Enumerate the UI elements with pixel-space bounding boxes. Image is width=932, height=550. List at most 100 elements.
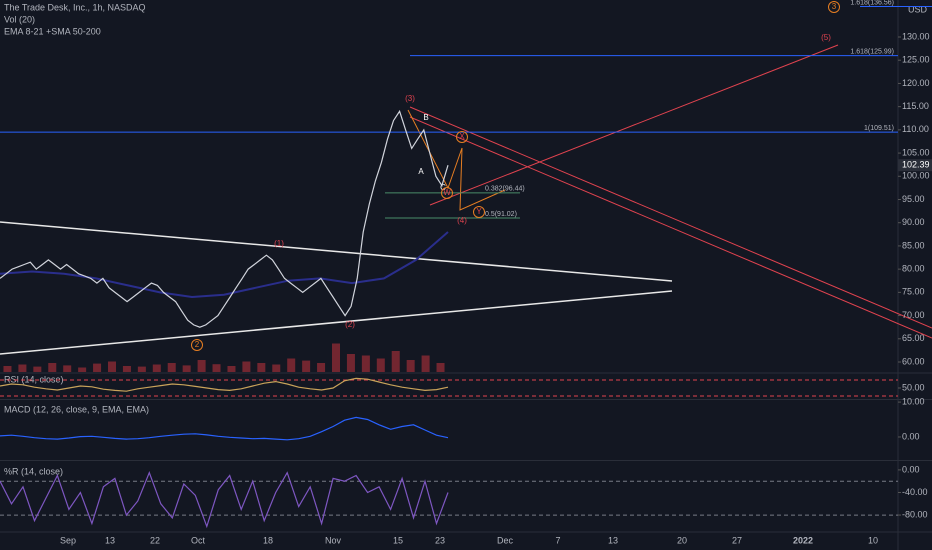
volume-bar (18, 364, 27, 372)
channel-line (409, 116, 932, 339)
fib-label: 1(109.51) (864, 125, 894, 132)
y-tick-label: 110.00 (902, 124, 929, 134)
wave-path (407, 109, 506, 211)
price-line (0, 471, 449, 529)
x-tick-label: Oct (191, 535, 206, 545)
wave-label: (1) (274, 239, 284, 248)
currency: USD (908, 4, 928, 14)
y-tick-label: 125.00 (902, 55, 930, 65)
volume-bar (63, 365, 72, 372)
y-tick-label: 75.00 (902, 287, 925, 297)
y-tick-label: 120.00 (902, 78, 930, 88)
volume-bar (317, 363, 326, 372)
volume-bar (108, 361, 116, 372)
x-tick-label: Nov (325, 535, 342, 545)
wave-label: 2 (195, 340, 200, 349)
subtitle: Vol (20) (4, 14, 35, 24)
wave-label: W (443, 188, 451, 197)
y-tick-label: 0.00 (902, 464, 920, 474)
y-tick-label: 60.00 (902, 356, 925, 366)
price-line (0, 377, 449, 392)
x-tick-label: 18 (263, 535, 273, 545)
wave-label: (4) (457, 216, 467, 225)
fib-label: 0.382(96.44) (485, 186, 525, 193)
trendline (0, 221, 673, 282)
subtitle: EMA 8-21 +SMA 50-200 (4, 26, 101, 36)
volume-bar (272, 364, 281, 372)
volume-bar (182, 365, 191, 372)
volume-bar (376, 358, 385, 372)
volume-bar (137, 366, 146, 372)
volume-bar (391, 351, 400, 372)
volume-bar (197, 360, 206, 372)
volume-bar (346, 354, 355, 372)
volume-bar (406, 360, 415, 372)
fib-label: 1.618(125.99) (850, 48, 894, 55)
wave-label: X (459, 132, 465, 141)
panel-title: MACD (12, 26, close, 9, EMA, EMA) (4, 404, 149, 414)
y-tick-label: 95.00 (902, 194, 925, 204)
y-tick-label: 105.00 (902, 147, 930, 157)
y-tick-label: -80.00 (902, 509, 928, 519)
volume-bar (33, 366, 42, 372)
y-tick-label: 65.00 (902, 333, 925, 343)
wave-circle (456, 131, 468, 143)
panel-title: RSI (14, close) (4, 374, 64, 384)
y-tick-label: 80.00 (902, 264, 925, 274)
volume-bar (242, 361, 251, 372)
x-tick-label: 10 (868, 535, 878, 545)
wave-circle (191, 339, 203, 351)
y-tick-label: -40.00 (902, 487, 928, 497)
wave-circle (441, 187, 453, 199)
volume-bar (212, 364, 221, 372)
wave-label: Y (476, 207, 482, 216)
x-tick-label: Dec (497, 535, 514, 545)
panel-title: %R (14, close) (4, 466, 63, 476)
x-tick-label: 13 (105, 535, 115, 545)
x-tick-label: 23 (435, 535, 445, 545)
y-tick-label: 0.00 (902, 431, 920, 441)
x-tick-label: 15 (393, 535, 403, 545)
x-tick-label: Sep (60, 535, 76, 545)
volume-bar (167, 363, 176, 372)
volume-bar (152, 364, 161, 372)
y-tick-label: 50.00 (902, 382, 925, 392)
last-price: 102.39 (902, 160, 930, 170)
wave-label: (3) (405, 94, 415, 103)
y-tick-label: 100.00 (902, 171, 930, 181)
price-line (0, 416, 449, 441)
volume-bar (361, 355, 370, 372)
channel-line (409, 106, 932, 329)
y-tick-label: 130.00 (902, 31, 930, 41)
volume-bar (227, 366, 236, 372)
y-tick-label: 10.00 (902, 396, 925, 406)
wave-circle (473, 206, 485, 218)
x-tick-label: 22 (150, 535, 160, 545)
volume-bar (332, 343, 340, 372)
wave-label: (2) (345, 320, 355, 329)
y-tick-label: 115.00 (902, 101, 929, 111)
x-tick-label: 20 (677, 535, 687, 545)
y-tick-label: 70.00 (902, 310, 925, 320)
x-tick-label: 7 (555, 535, 560, 545)
volume-bar (287, 358, 296, 372)
x-tick-label: 27 (732, 535, 742, 545)
y-tick-label: 90.00 (902, 217, 925, 227)
x-tick-label: 2022 (793, 535, 813, 545)
ma-line (0, 231, 449, 299)
x-tick-label: 13 (608, 535, 618, 545)
wave-label: 3 (832, 2, 837, 11)
volume-bar (302, 360, 311, 372)
volume-bar (78, 367, 87, 372)
wave-label: B (423, 113, 428, 122)
volume-bar (122, 366, 131, 372)
title: The Trade Desk, Inc., 1h, NASDAQ (4, 2, 146, 12)
last-price-box (898, 159, 932, 172)
volume-bar (421, 355, 430, 372)
wave-circle (828, 1, 840, 13)
projection-line (429, 44, 839, 206)
volume-bar (48, 363, 57, 372)
volume-bar (93, 363, 102, 372)
